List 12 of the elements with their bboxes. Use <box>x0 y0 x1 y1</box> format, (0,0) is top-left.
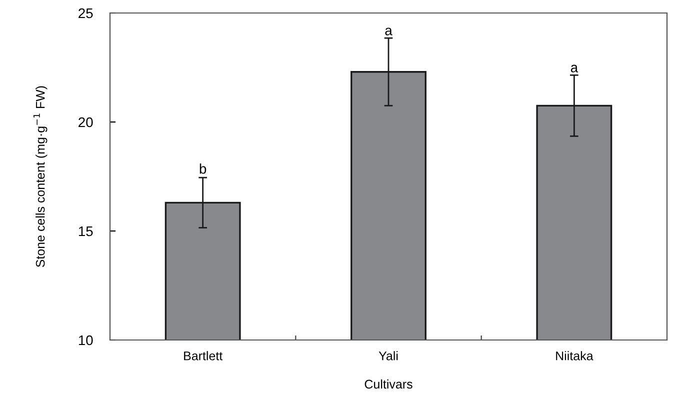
y-tick-label: 25 <box>78 8 93 18</box>
x-tick-label: Bartlett <box>184 351 223 360</box>
annotation: a <box>570 64 578 72</box>
x-tick-label: Yali <box>378 351 398 360</box>
y-tick-label: 15 <box>78 226 93 236</box>
y-axis-title: Stone cells content (mg·g$^{−1}$ FW) <box>33 86 48 268</box>
annotation: a <box>385 28 392 36</box>
y-tick-label: 10 <box>78 335 93 346</box>
annotation: b <box>200 164 206 174</box>
x-tick-label: Niitaka <box>556 351 594 360</box>
x-axis-title: Cultivars <box>364 379 412 389</box>
y-tick-label: 20 <box>78 117 93 128</box>
